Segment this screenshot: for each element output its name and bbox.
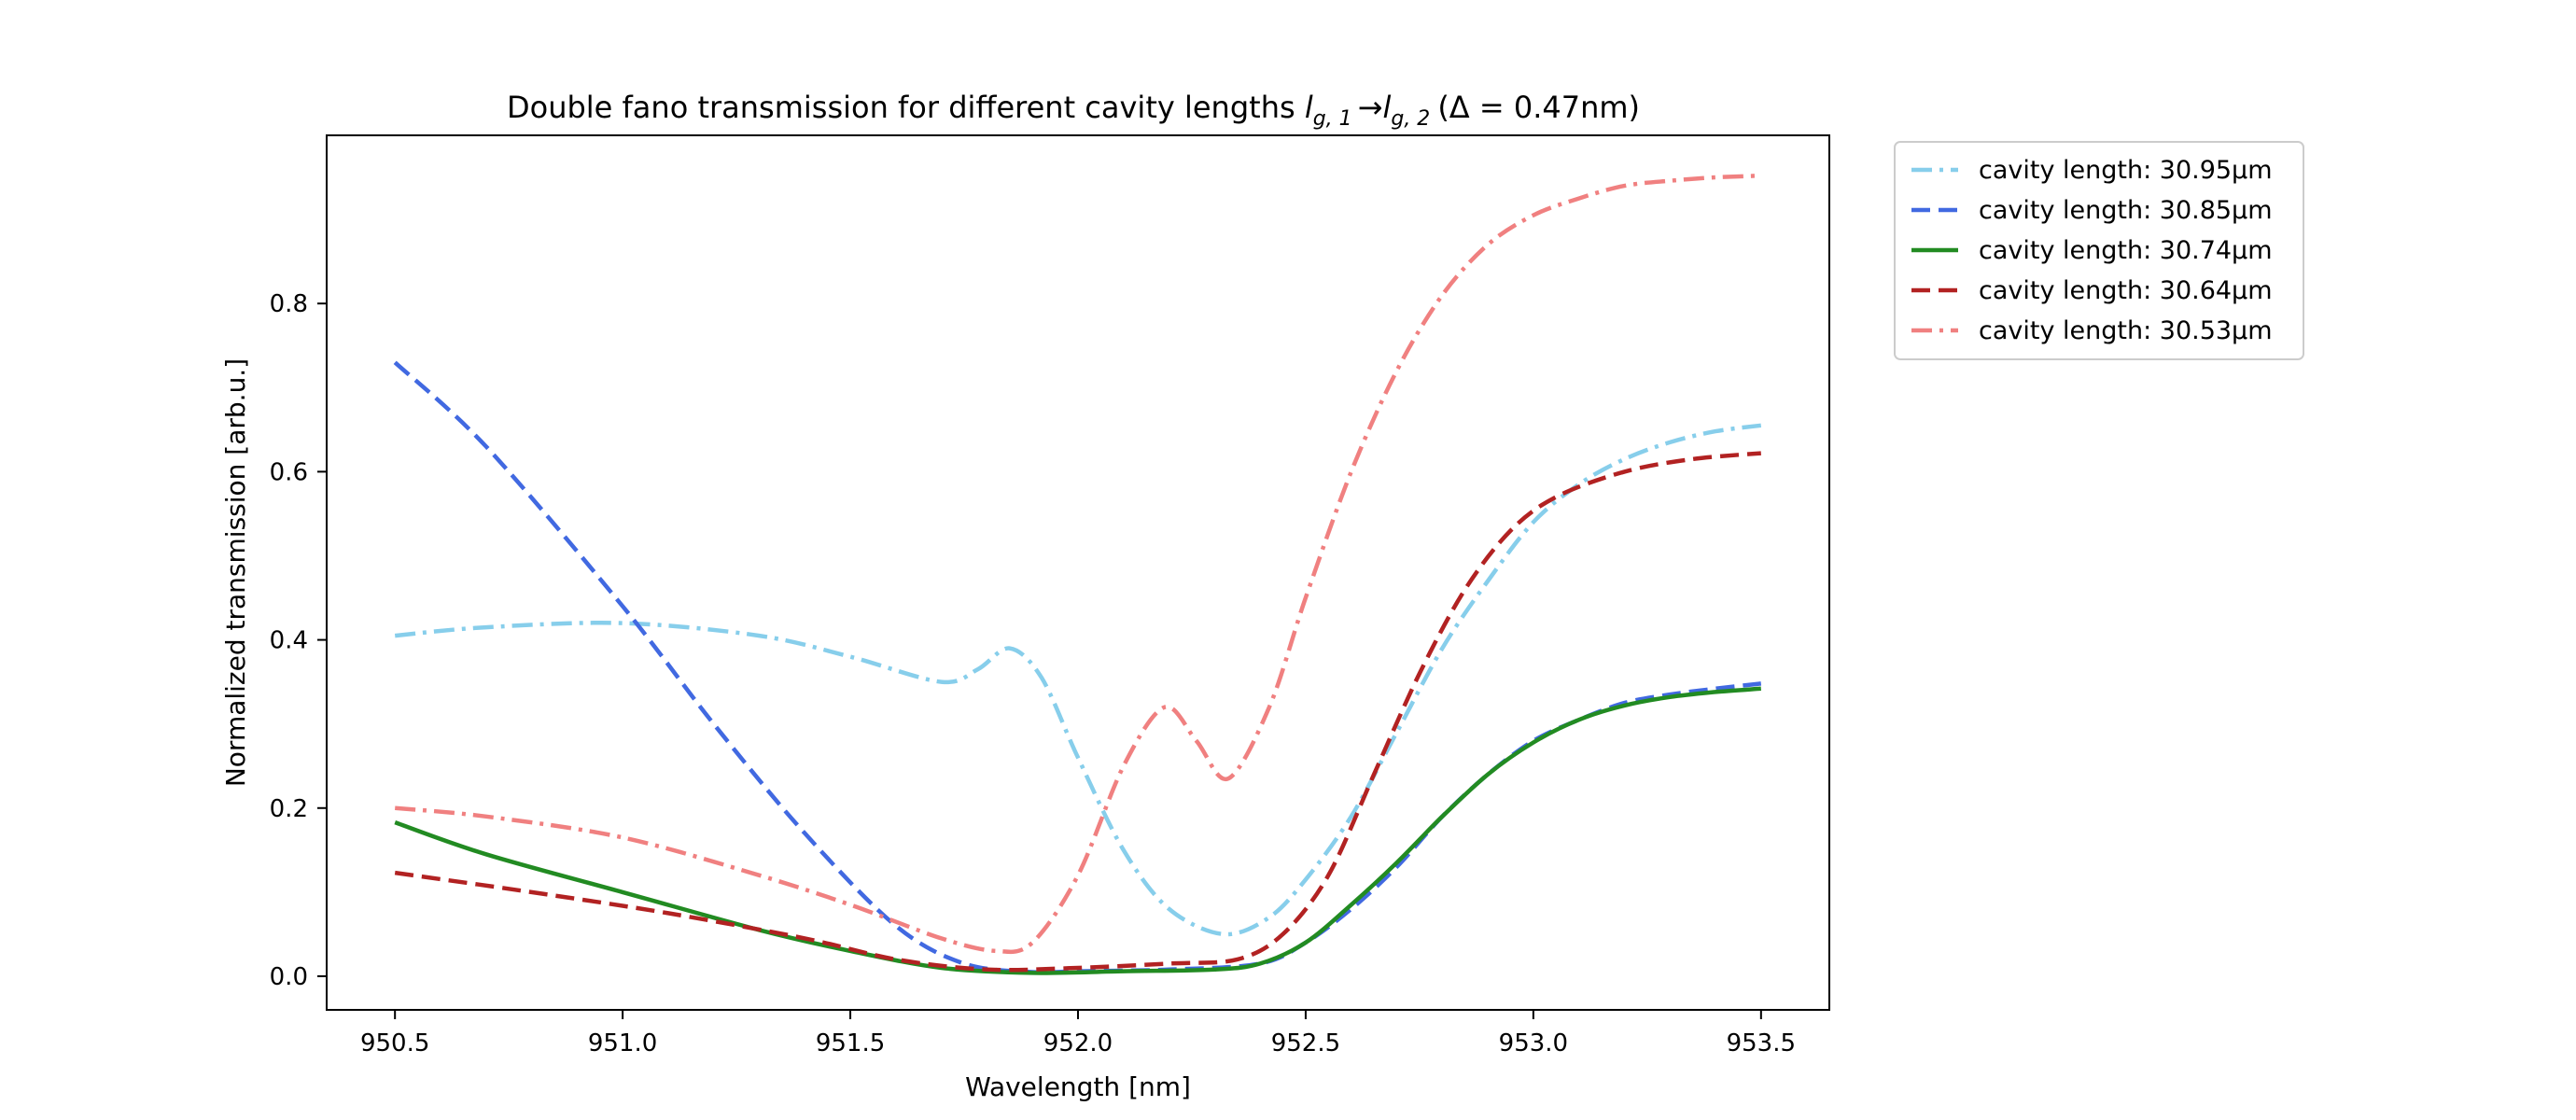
x-tick-label: 953.0: [1499, 1029, 1568, 1057]
x-axis-label: Wavelength [nm]: [965, 1071, 1191, 1102]
chart-title-var2: l: [1382, 90, 1391, 125]
chart-title: Double fano transmission for different c…: [507, 90, 1640, 131]
axis-ticks: 950.5 951.0 951.5 952.0 952.5 953.0 953.5 0.0 0.…: [270, 290, 1796, 1057]
x-tick-label: 951.0: [588, 1029, 657, 1057]
y-tick-label: 0.4: [270, 627, 308, 655]
legend-label: cavity length: 30.85µm: [1979, 196, 2273, 225]
x-tick-label: 951.5: [816, 1029, 885, 1057]
legend-box: [1894, 141, 2304, 360]
chart-title-prefix: Double fano transmission for different c…: [507, 90, 1305, 125]
chart-title-sub2: g, 2: [1391, 107, 1430, 131]
legend: cavity length: 30.95µm cavity length: 30.…: [1894, 141, 2304, 360]
x-tick-label: 952.5: [1271, 1029, 1340, 1057]
series-line-5: [394, 173, 1761, 955]
chart-title-var1: l: [1305, 90, 1313, 125]
series-group: [393, 173, 1762, 975]
series-line-1: [394, 423, 1762, 937]
x-tick-label: 952.0: [1043, 1029, 1113, 1057]
chart-title-suffix: (Δ = 0.47nm): [1437, 90, 1640, 125]
y-tick-label: 0.2: [270, 795, 308, 823]
chart-title-sub1: g, 1: [1313, 107, 1352, 131]
x-tick-label: 953.5: [1727, 1029, 1796, 1057]
y-axis-label: Normalized transmission [arb.u.]: [220, 358, 251, 787]
series-line-4: [394, 451, 1761, 973]
legend-label: cavity length: 30.53µm: [1979, 316, 2273, 345]
legend-label: cavity length: 30.74µm: [1979, 236, 2273, 265]
y-tick-label: 0.6: [270, 458, 308, 486]
x-tick-label: 950.5: [360, 1029, 429, 1057]
chart-title-arrow: →: [1358, 90, 1383, 125]
series-line-3: [394, 686, 1761, 975]
legend-label: cavity length: 30.95µm: [1979, 156, 2273, 185]
y-tick-label: 0.8: [270, 290, 308, 318]
axes-frame: [326, 134, 1830, 1011]
legend-label: cavity length: 30.64µm: [1979, 276, 2273, 305]
y-tick-label: 0.0: [270, 963, 308, 991]
